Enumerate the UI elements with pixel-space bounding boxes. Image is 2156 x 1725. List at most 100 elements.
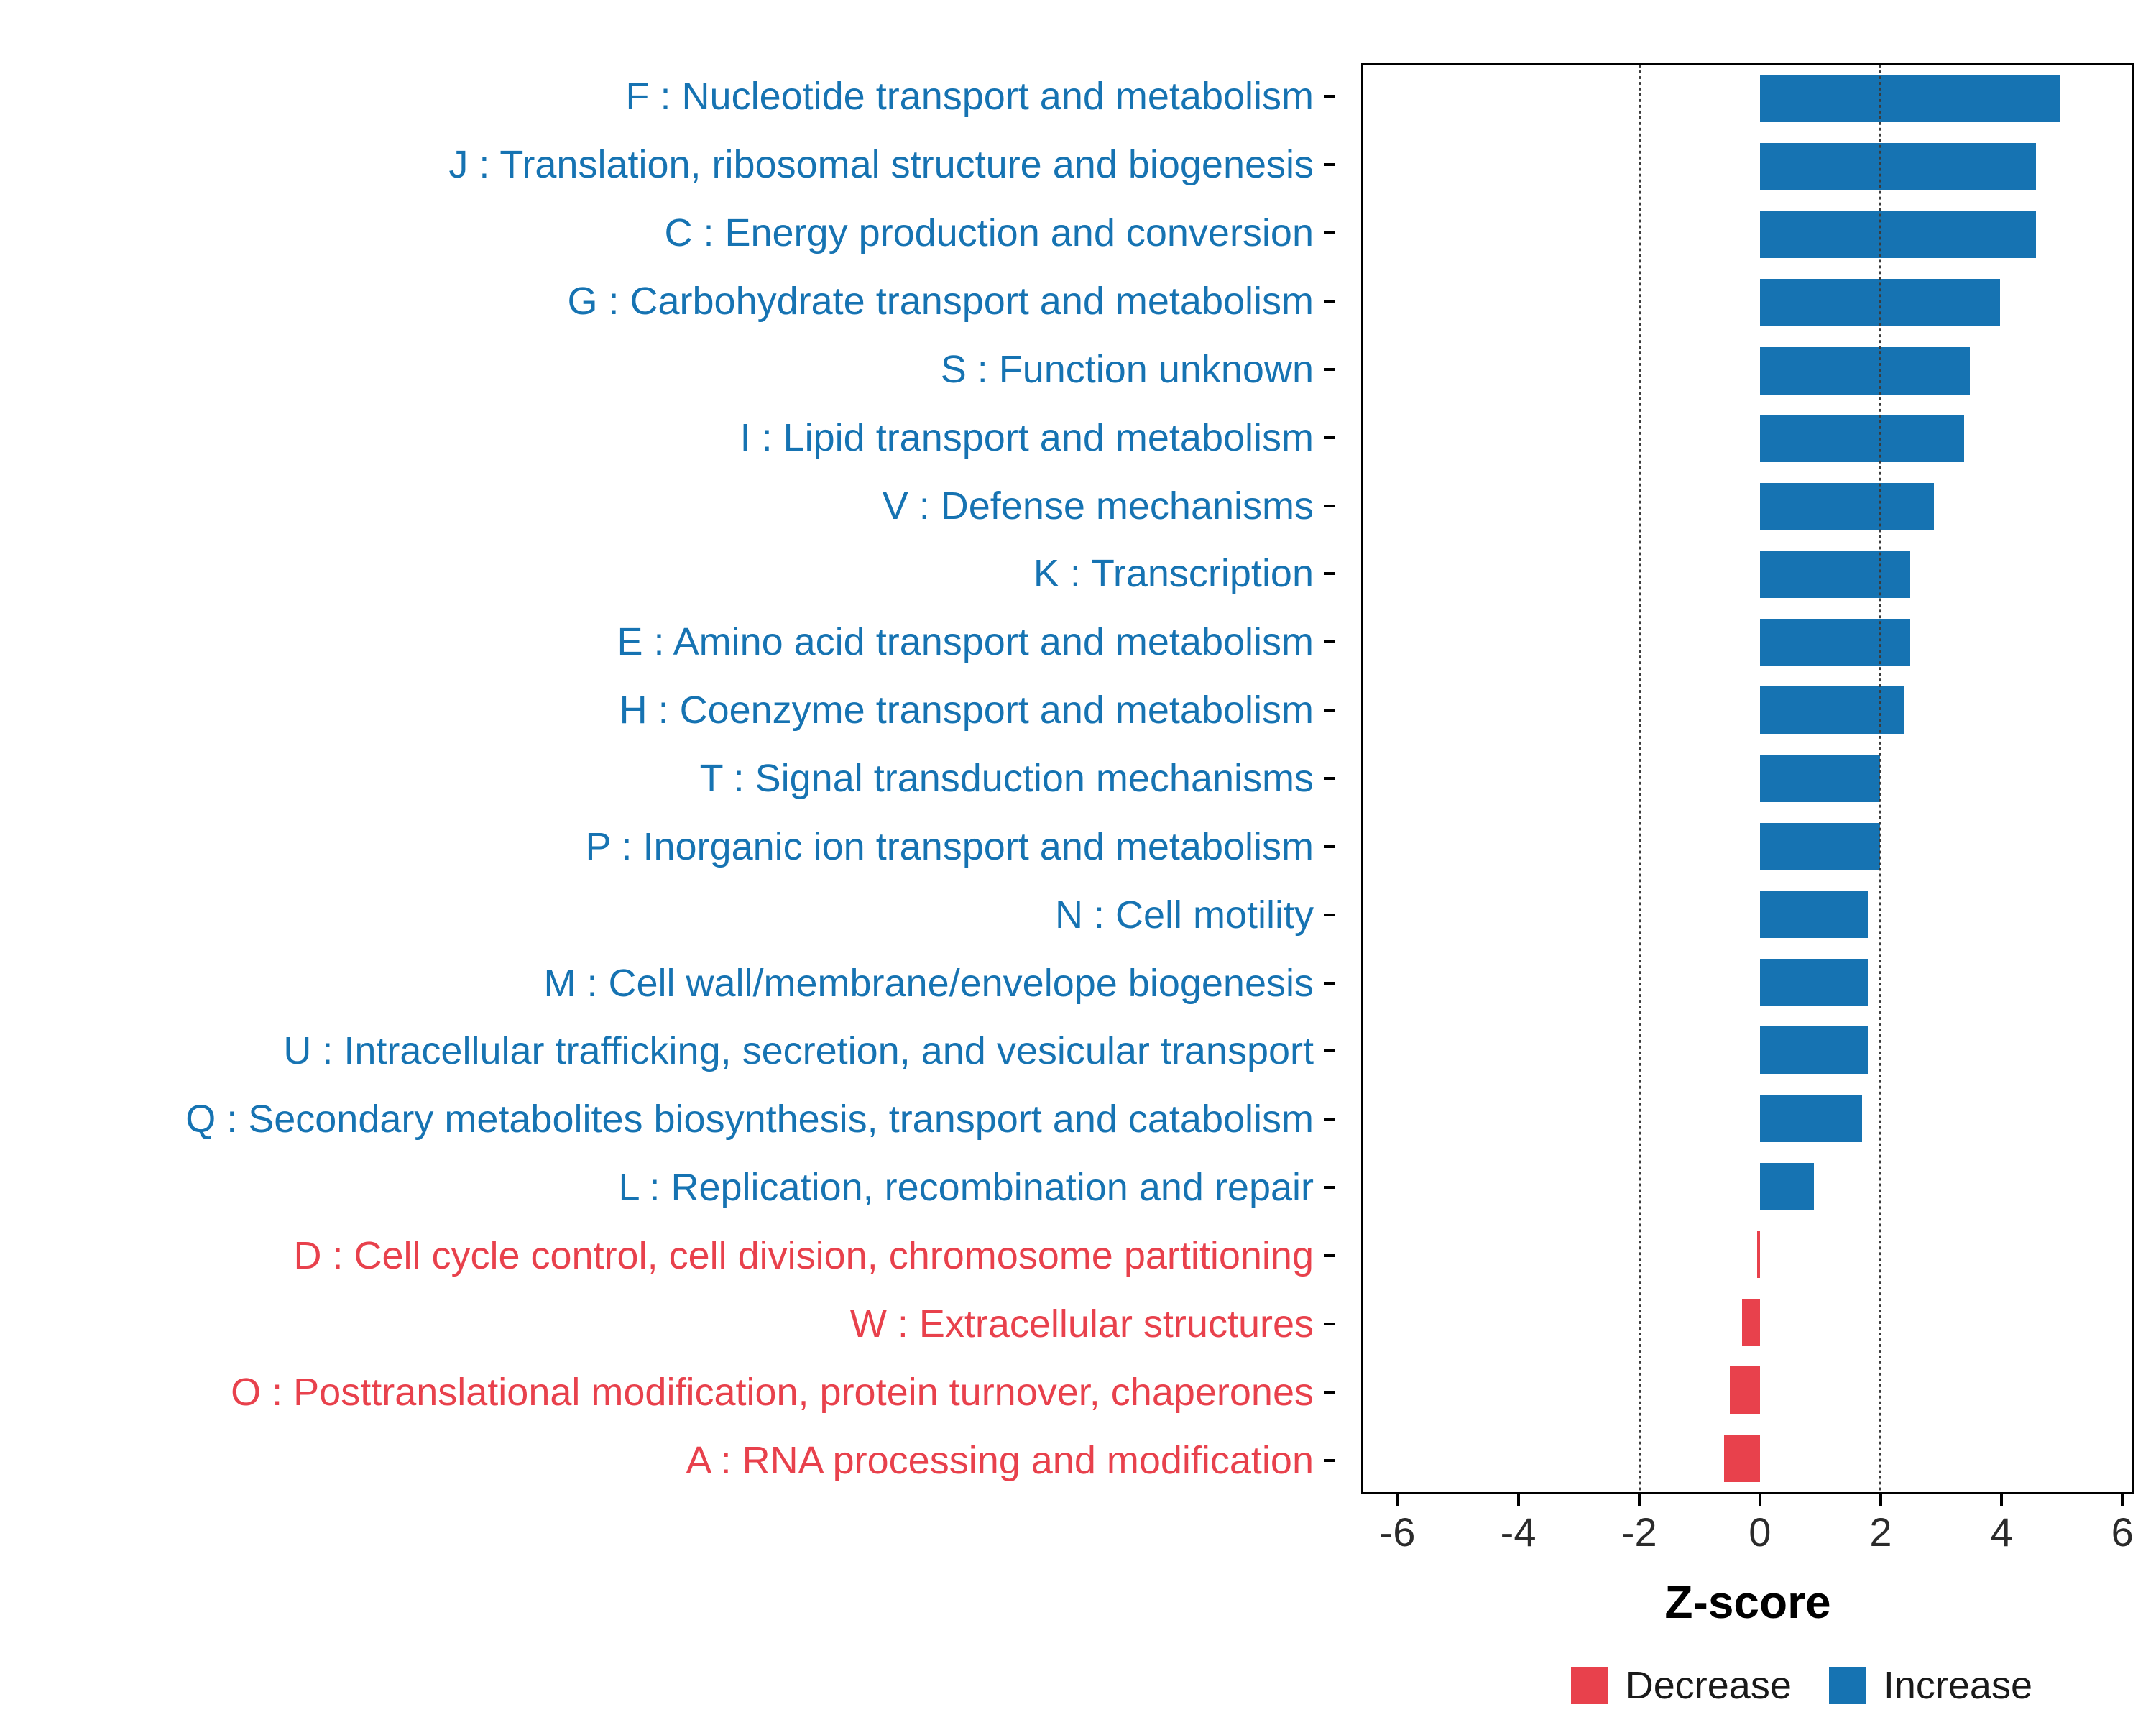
bar-row: [1363, 1220, 2132, 1289]
category-label-row: F : Nucleotide transport and metabolism: [0, 63, 1342, 131]
plot-panel: [1361, 63, 2134, 1494]
category-label: J : Translation, ribosomal structure and…: [448, 143, 1314, 187]
y-axis-tick: [1324, 1254, 1335, 1258]
category-label-row: E : Amino acid transport and metabolism: [0, 608, 1342, 676]
bar-increase: [1759, 482, 1935, 530]
category-label: U : Intracellular trafficking, secretion…: [283, 1029, 1314, 1073]
category-label: A : RNA processing and modification: [686, 1438, 1314, 1482]
category-label: V : Defense mechanisms: [882, 484, 1314, 528]
y-axis-tick: [1324, 1049, 1335, 1053]
y-axis-tick: [1324, 300, 1335, 303]
bar-increase: [1759, 755, 1880, 803]
x-axis-tick: [1396, 1494, 1399, 1506]
bar-increase: [1759, 1162, 1814, 1210]
category-label: Q : Secondary metabolites biosynthesis, …: [185, 1098, 1314, 1141]
y-axis-tick: [1324, 640, 1335, 644]
category-label-row: Q : Secondary metabolites biosynthesis, …: [0, 1085, 1342, 1154]
bar-increase: [1759, 142, 2037, 190]
legend-label-decrease: Decrease: [1625, 1664, 1792, 1707]
category-label: T : Signal transduction mechanisms: [699, 757, 1314, 801]
bar-row: [1363, 609, 2132, 677]
y-axis-tick: [1324, 163, 1335, 167]
bar-increase: [1759, 415, 1964, 463]
x-axis-tick: [1516, 1494, 1520, 1506]
category-label-row: D : Cell cycle control, cell division, c…: [0, 1222, 1342, 1290]
bar-row: [1363, 745, 2132, 813]
bar-decrease: [1723, 1434, 1760, 1482]
bar-row: [1363, 269, 2132, 337]
legend-item-decrease: Decrease: [1570, 1664, 1792, 1707]
category-label-row: L : Replication, recombination and repai…: [0, 1154, 1342, 1222]
category-label-row: S : Function unknown: [0, 335, 1342, 403]
bar-row: [1363, 133, 2132, 201]
category-label-row: O : Posttranslational modification, prot…: [0, 1358, 1342, 1426]
legend-label-increase: Increase: [1883, 1664, 2032, 1707]
category-label-row: H : Coenzyme transport and metabolism: [0, 676, 1342, 745]
category-label-row: J : Translation, ribosomal structure and…: [0, 131, 1342, 199]
bar-row: [1363, 1085, 2132, 1153]
bar-increase: [1759, 891, 1869, 939]
x-axis-ticks: [1361, 1494, 2134, 1507]
category-label: H : Coenzyme transport and metabolism: [619, 689, 1314, 732]
bar-row: [1363, 1288, 2132, 1356]
category-label-row: C : Energy production and conversion: [0, 199, 1342, 267]
bar-row: [1363, 676, 2132, 745]
y-axis-tick: [1324, 709, 1335, 712]
bar-increase: [1759, 618, 1910, 666]
y-axis-tick: [1324, 504, 1335, 507]
bar-row: [1363, 1016, 2132, 1085]
x-axis-tick-label: 2: [1869, 1509, 1892, 1555]
bar-row: [1363, 540, 2132, 609]
bar-increase: [1759, 822, 1880, 870]
y-axis-tick: [1324, 367, 1335, 371]
bar-decrease: [1741, 1298, 1760, 1346]
category-label-row: U : Intracellular trafficking, secretion…: [0, 1017, 1342, 1085]
bar-decrease: [1729, 1366, 1760, 1414]
bar-decrease: [1756, 1230, 1760, 1279]
y-axis-tick: [1324, 981, 1335, 985]
y-axis-tick: [1324, 1458, 1335, 1462]
category-label: E : Amino acid transport and metabolism: [617, 620, 1314, 664]
bar-increase: [1759, 686, 1904, 735]
bar-row: [1363, 201, 2132, 269]
x-axis-tick-label: -4: [1500, 1509, 1537, 1555]
bar-increase: [1759, 958, 1869, 1006]
x-axis-tick-label: 6: [2111, 1509, 2134, 1555]
category-label: D : Cell cycle control, cell division, c…: [293, 1234, 1314, 1278]
y-axis-tick: [1324, 1322, 1335, 1325]
bar-row: [1363, 405, 2132, 473]
reference-line: [1878, 65, 1881, 1492]
y-axis-tick: [1324, 436, 1335, 439]
legend-item-increase: Increase: [1828, 1664, 2032, 1707]
x-axis-tick-label: -6: [1379, 1509, 1416, 1555]
reference-line: [1638, 65, 1641, 1492]
category-label-row: A : RNA processing and modification: [0, 1426, 1342, 1494]
bar-increase: [1759, 211, 2037, 259]
y-axis-tick: [1324, 1390, 1335, 1394]
y-axis-tick: [1324, 572, 1335, 576]
category-label-row: K : Transcription: [0, 540, 1342, 608]
category-label-row: T : Signal transduction mechanisms: [0, 745, 1342, 813]
category-label: O : Posttranslational modification, prot…: [231, 1370, 1314, 1414]
bar-row: [1363, 472, 2132, 540]
bar-increase: [1759, 346, 1971, 395]
bar-row: [1363, 949, 2132, 1017]
y-axis-tick: [1324, 1186, 1335, 1190]
category-label: F : Nucleotide transport and metabolism: [625, 75, 1314, 119]
category-label-row: N : Cell motility: [0, 880, 1342, 949]
category-label: P : Inorganic ion transport and metaboli…: [585, 824, 1314, 868]
x-axis-tick: [2121, 1494, 2124, 1506]
category-label: W : Extracellular structures: [849, 1302, 1314, 1346]
bar-row: [1363, 812, 2132, 880]
category-label: I : Lipid transport and metabolism: [740, 415, 1314, 459]
bar-row: [1363, 880, 2132, 949]
y-axis-tick: [1324, 1118, 1335, 1121]
category-label-row: M : Cell wall/membrane/envelope biogenes…: [0, 949, 1342, 1017]
bar-row: [1363, 1152, 2132, 1220]
category-label-row: W : Extracellular structures: [0, 1289, 1342, 1358]
bar-increase: [1759, 1026, 1869, 1075]
bar-row: [1363, 65, 2132, 133]
x-axis-tick: [1758, 1494, 1761, 1506]
increase-color-swatch: [1828, 1667, 1866, 1704]
category-label-row: P : Inorganic ion transport and metaboli…: [0, 812, 1342, 880]
